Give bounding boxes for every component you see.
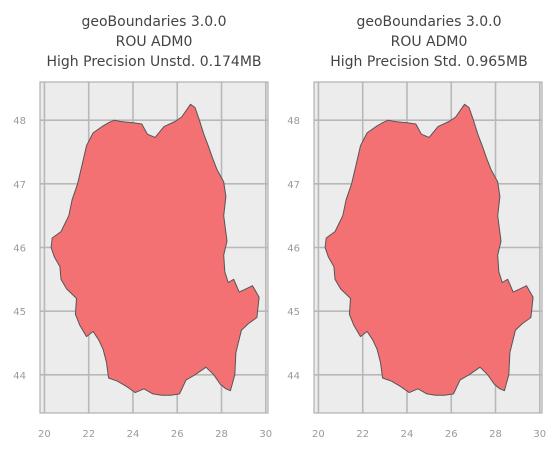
x-tick-label: 28 — [215, 429, 228, 440]
x-tick-label: 22 — [356, 429, 369, 440]
y-tick-label: 48 — [287, 116, 300, 127]
map-title-right: geoBoundaries 3.0.0 ROU ADM0 High Precis… — [305, 12, 553, 72]
map-panel: 20 22 24 26 28 30 48 47 46 45 44 — [287, 81, 546, 440]
y-tick-label: 44 — [13, 371, 26, 382]
map-title-left: geoBoundaries 3.0.0 ROU ADM0 High Precis… — [30, 12, 278, 72]
title-line-2: ROU ADM0 — [390, 34, 468, 50]
y-tick-label: 46 — [13, 244, 26, 255]
x-tick-label: 30 — [533, 429, 546, 440]
title-line-1: geoBoundaries 3.0.0 — [81, 14, 227, 30]
map-panel: 20 22 24 26 28 30 48 47 46 45 44 — [13, 81, 272, 440]
y-tick-label: 46 — [287, 244, 300, 255]
y-tick-label: 45 — [13, 307, 26, 318]
x-tick-label: 20 — [38, 429, 51, 440]
x-tick-label: 26 — [445, 429, 458, 440]
x-tick-label: 26 — [171, 429, 184, 440]
country-boundary — [324, 103, 534, 396]
x-tick-label: 28 — [489, 429, 502, 440]
title-line-3: High Precision Std. 0.965MB — [330, 54, 528, 70]
y-tick-label: 47 — [287, 180, 300, 191]
x-tick-label: 30 — [259, 429, 272, 440]
title-line-1: geoBoundaries 3.0.0 — [356, 14, 502, 30]
title-line-3: High Precision Unstd. 0.174MB — [46, 54, 262, 70]
y-tick-label: 47 — [13, 180, 26, 191]
x-tick-label: 24 — [401, 429, 414, 440]
x-tick-label: 24 — [127, 429, 140, 440]
y-tick-label: 44 — [287, 371, 300, 382]
title-line-2: ROU ADM0 — [115, 34, 193, 50]
x-tick-label: 22 — [82, 429, 95, 440]
y-tick-label: 45 — [287, 307, 300, 318]
plot-frame — [39, 81, 269, 414]
x-tick-label: 20 — [312, 429, 325, 440]
y-tick-label: 48 — [13, 116, 26, 127]
plot-frame — [313, 81, 543, 414]
country-boundary — [50, 103, 260, 396]
